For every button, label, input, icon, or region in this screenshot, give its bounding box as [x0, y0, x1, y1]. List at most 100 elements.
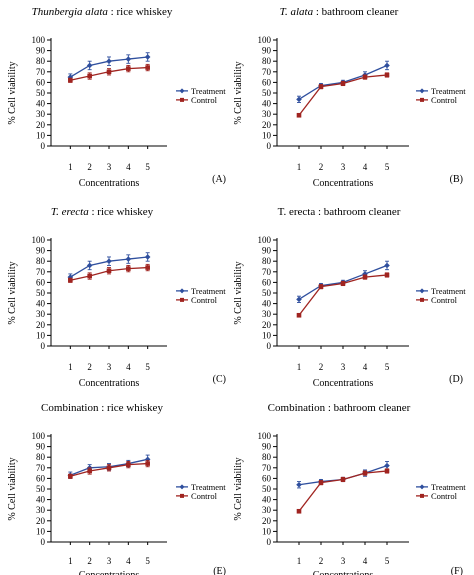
- y-tick-label: 20: [262, 320, 272, 330]
- x-axis-label: Concentrations: [79, 178, 140, 189]
- y-tick-label: 80: [36, 56, 46, 66]
- data-point-control: [296, 112, 302, 118]
- x-axis-label: Concentrations: [79, 570, 140, 575]
- y-tick-label: 30: [36, 505, 46, 515]
- legend-marker-treatment: [179, 288, 185, 294]
- y-tick-label: 80: [262, 452, 272, 462]
- y-axis-label: % Cell viability: [7, 61, 18, 124]
- legend-marker-treatment: [179, 88, 185, 94]
- panel-title: T. alata : bathroom cleaner: [280, 6, 399, 18]
- y-tick-label: 70: [36, 67, 46, 77]
- panel-label: (A): [212, 174, 226, 185]
- y-tick-label: 100: [32, 235, 46, 245]
- panel-title-italic: T. erecta: [51, 206, 89, 218]
- y-tick-label: 50: [262, 484, 272, 494]
- legend-marker-treatment: [419, 88, 425, 94]
- x-tick-label: 3: [107, 362, 112, 372]
- legend-marker-control: [420, 97, 424, 102]
- x-tick-label: 4: [126, 362, 131, 372]
- y-tick-label: 60: [262, 77, 272, 87]
- x-tick-label: 3: [107, 556, 112, 566]
- panel-title-rest: : rice whiskey: [89, 206, 154, 218]
- legend-label-control: Control: [191, 95, 218, 105]
- legend-label-control: Control: [191, 491, 218, 501]
- data-point-treatment: [125, 56, 132, 62]
- data-point-control: [362, 74, 368, 80]
- x-tick-label: 4: [363, 556, 368, 566]
- panel-title-rest: Combination : bathroom cleaner: [268, 402, 411, 414]
- data-point-control: [87, 273, 92, 279]
- panel-title: T. erecta : rice whiskey: [51, 206, 154, 218]
- y-tick-label: 100: [258, 235, 272, 245]
- x-tick-label: 5: [385, 362, 390, 372]
- data-point-control: [68, 77, 73, 83]
- y-tick-label: 90: [36, 246, 46, 256]
- x-tick-label: 5: [385, 556, 390, 566]
- chart-panel-f: Combination : bathroom cleaner0102030405…: [233, 402, 466, 575]
- data-point-control: [362, 274, 368, 280]
- data-point-control: [106, 465, 112, 471]
- y-tick-label: 20: [262, 516, 272, 526]
- y-axis-label: % Cell viability: [7, 261, 18, 324]
- data-point-treatment: [144, 54, 151, 60]
- data-point-control: [145, 265, 150, 270]
- panel-title: Combination : bathroom cleaner: [268, 402, 411, 414]
- chart-panel-c: T. erecta : rice whiskey 0102030405060708…: [7, 206, 226, 389]
- data-point-control: [106, 69, 112, 75]
- y-tick-label: 100: [32, 35, 46, 45]
- legend-label-treatment: Treatment: [191, 86, 226, 96]
- x-tick-label: 2: [87, 362, 92, 372]
- x-tick-label: 4: [126, 556, 131, 566]
- panel-label: (B): [450, 174, 463, 185]
- data-point-treatment: [144, 254, 151, 260]
- y-tick-label: 50: [36, 288, 46, 298]
- x-tick-label: 1: [68, 362, 73, 372]
- legend-label-control: Control: [431, 295, 458, 305]
- x-tick-label: 1: [297, 556, 302, 566]
- data-point-treatment: [86, 62, 93, 69]
- y-tick-label: 10: [262, 526, 272, 536]
- chart-panel-b: T. alata : bathroom cleaner 0102030405060…: [233, 6, 466, 189]
- y-tick-label: 20: [36, 320, 46, 330]
- data-point-treatment: [384, 262, 390, 269]
- y-tick-label: 50: [262, 88, 272, 98]
- panel-title: Thunbergia alata : rice whiskey: [32, 6, 173, 18]
- data-point-control: [340, 477, 346, 482]
- y-tick-label: 20: [36, 516, 46, 526]
- data-point-control: [296, 508, 302, 514]
- data-point-control: [126, 266, 131, 271]
- data-point-control: [318, 84, 324, 89]
- x-tick-label: 4: [363, 162, 368, 172]
- y-axis-label: % Cell viability: [7, 457, 18, 520]
- panel-title-italic: Thunbergia alata: [32, 6, 109, 18]
- y-tick-label: 60: [36, 77, 46, 87]
- panel-label: (C): [213, 374, 226, 385]
- y-tick-label: 70: [36, 463, 46, 473]
- legend-label-treatment: Treatment: [431, 482, 466, 492]
- legend-marker-control: [180, 493, 184, 498]
- y-tick-label: 40: [262, 299, 272, 309]
- legend-marker-treatment: [419, 484, 425, 490]
- y-tick-label: 0: [41, 141, 46, 151]
- y-tick-label: 10: [36, 526, 46, 536]
- data-point-control: [318, 284, 324, 289]
- y-tick-label: 40: [262, 495, 272, 505]
- legend-label-treatment: Treatment: [191, 286, 226, 296]
- data-point-control: [106, 268, 112, 274]
- y-tick-label: 90: [36, 442, 46, 452]
- data-point-control: [87, 468, 92, 474]
- y-tick-label: 90: [36, 46, 46, 56]
- y-tick-label: 90: [262, 246, 272, 256]
- panel-label: (D): [449, 374, 463, 385]
- y-tick-label: 0: [267, 537, 272, 547]
- y-axis-label: % Cell viability: [233, 261, 244, 324]
- legend-marker-treatment: [179, 484, 185, 490]
- y-tick-label: 100: [32, 431, 46, 441]
- data-point-treatment: [125, 256, 132, 262]
- y-tick-label: 0: [267, 341, 272, 351]
- data-point-treatment: [384, 62, 390, 69]
- panel-title-rest: T. erecta : bathroom cleaner: [278, 206, 401, 218]
- y-tick-label: 70: [36, 267, 46, 277]
- x-tick-label: 5: [145, 362, 150, 372]
